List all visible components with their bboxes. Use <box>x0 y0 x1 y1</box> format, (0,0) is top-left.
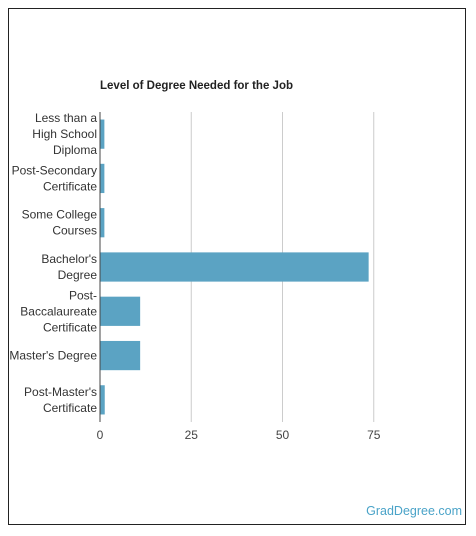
brand-watermark: GradDegree.com <box>366 504 462 518</box>
bar <box>100 163 105 194</box>
bar <box>100 340 141 371</box>
bar <box>100 119 105 149</box>
x-tick-label: 50 <box>276 428 290 442</box>
bar <box>100 296 141 326</box>
category-label: Post-Master's Certificate <box>24 385 97 415</box>
bar <box>100 385 105 415</box>
bar <box>100 208 105 238</box>
x-tick-label: 0 <box>97 428 104 442</box>
chart-title: Level of Degree Needed for the Job <box>100 80 293 92</box>
category-label: Bachelor's Degree <box>41 252 97 282</box>
category-label: Master's Degree <box>9 349 97 363</box>
x-tick-label: 75 <box>367 428 381 442</box>
bar <box>100 252 369 282</box>
category-label: Some College Courses <box>22 208 98 238</box>
category-label: Less than a High School Diploma <box>32 111 97 157</box>
category-label: Post-Baccalaureate Certificate <box>20 288 97 334</box>
x-tick-label: 25 <box>185 428 199 442</box>
category-label: Post-Secondary Certificate <box>12 163 98 193</box>
